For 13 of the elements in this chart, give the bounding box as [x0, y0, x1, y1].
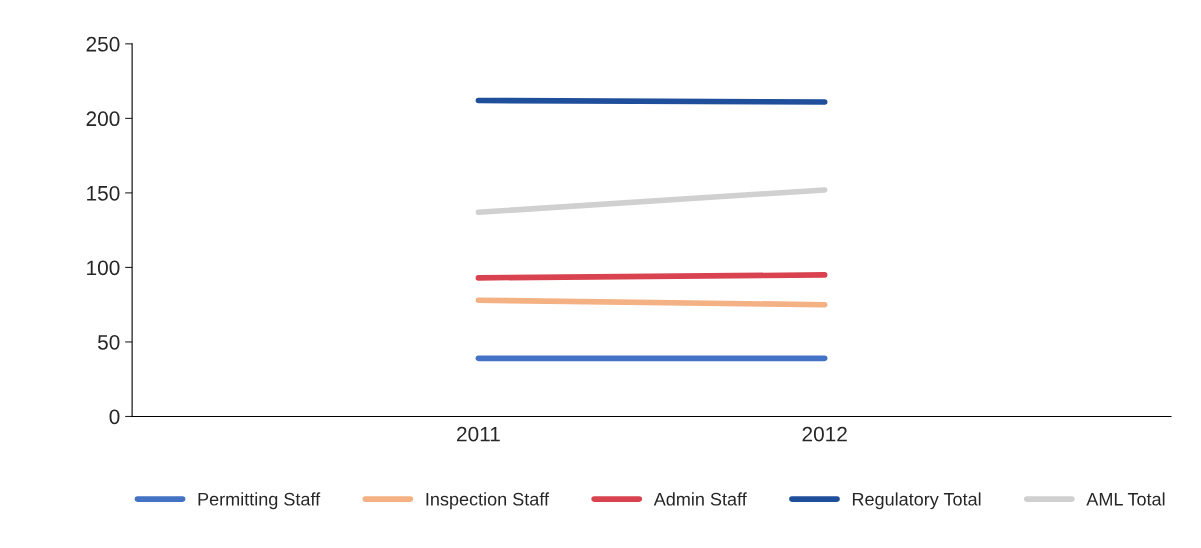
x-tick-label: 2011	[457, 426, 500, 442]
legend-label: Admin Staff	[653, 492, 747, 506]
y-tick-label: 200	[86, 111, 120, 127]
y-tick-label: 150	[87, 185, 120, 201]
legend-label: AML Total	[1086, 492, 1165, 506]
y-tick-label: 250	[86, 36, 120, 52]
y-tick-label: 50	[97, 334, 120, 350]
x-tick-label: 2012	[802, 426, 847, 442]
legend-label: Regulatory Total	[852, 492, 981, 510]
y-tick-label: 100	[87, 260, 120, 276]
legend-label: Inspection Staff	[426, 492, 550, 510]
y-tick-label: 0	[109, 409, 120, 425]
legend-label: Permitting Staff	[198, 492, 321, 510]
